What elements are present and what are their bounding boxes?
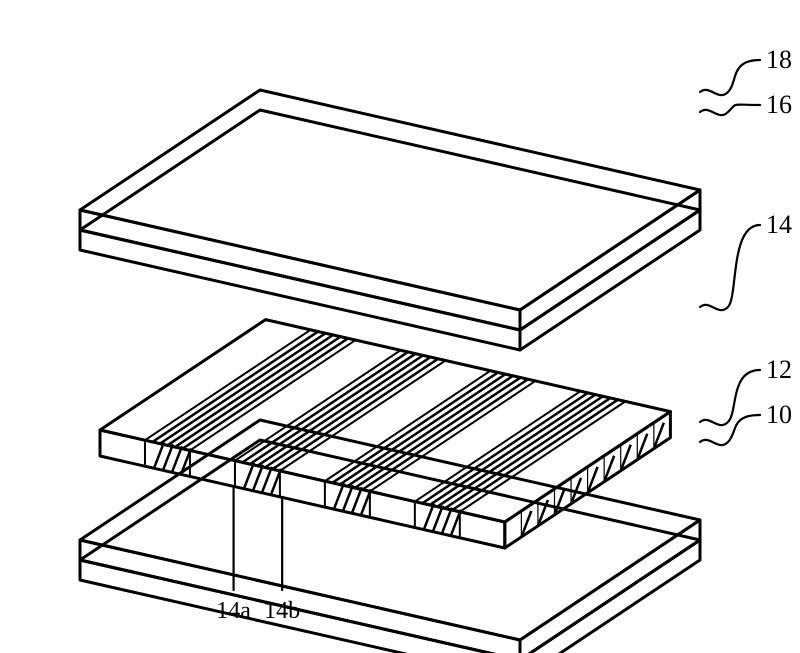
label-16: 16 xyxy=(766,90,792,119)
label-14: 14 xyxy=(766,210,792,239)
exploded-layer-diagram: 181614a14b141210 xyxy=(0,0,800,653)
label-18: 18 xyxy=(766,45,792,74)
label-10: 10 xyxy=(766,400,792,429)
label-12: 12 xyxy=(766,355,792,384)
